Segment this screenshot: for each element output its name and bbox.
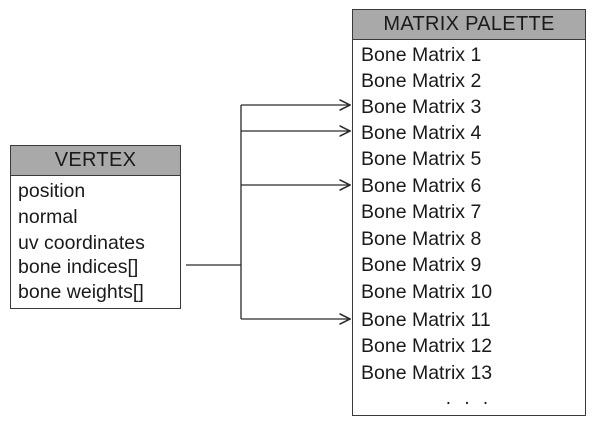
bone-matrix-3: Bone Matrix 3	[361, 96, 482, 118]
bone-matrix-6: Bone Matrix 6	[361, 175, 482, 197]
bone-matrix-4: Bone Matrix 4	[361, 122, 482, 144]
bone-matrix-1: Bone Matrix 1	[361, 44, 482, 66]
vertex-field-uv-coordinates: uv coordinates	[18, 232, 145, 254]
bone-matrix-5: Bone Matrix 5	[361, 148, 482, 170]
vertex-field-bone-indices: bone indices[]	[18, 256, 139, 278]
bone-matrix-9: Bone Matrix 9	[361, 254, 482, 276]
bone-matrix-11: Bone Matrix 11	[361, 309, 491, 331]
vertex-box: VERTEX position normal uv coordinates bo…	[10, 145, 181, 309]
vertex-field-position: position	[18, 180, 86, 202]
bone-matrix-7: Bone Matrix 7	[361, 201, 482, 223]
bone-matrix-2: Bone Matrix 2	[361, 70, 482, 92]
bone-matrix-13: Bone Matrix 13	[361, 362, 493, 384]
matrix-palette-box: MATRIX PALETTE Bone Matrix 1 Bone Matrix…	[352, 9, 586, 416]
palette-ellipsis: . . .	[445, 388, 493, 409]
vertex-field-normal: normal	[18, 206, 78, 228]
vertex-field-bone-weights: bone weights[]	[18, 281, 144, 303]
bone-matrix-10: Bone Matrix 10	[361, 281, 493, 303]
vertex-title: VERTEX	[11, 146, 180, 176]
bone-matrix-12: Bone Matrix 12	[361, 335, 493, 357]
matrix-palette-title: MATRIX PALETTE	[353, 10, 585, 40]
bone-matrix-8: Bone Matrix 8	[361, 228, 482, 250]
